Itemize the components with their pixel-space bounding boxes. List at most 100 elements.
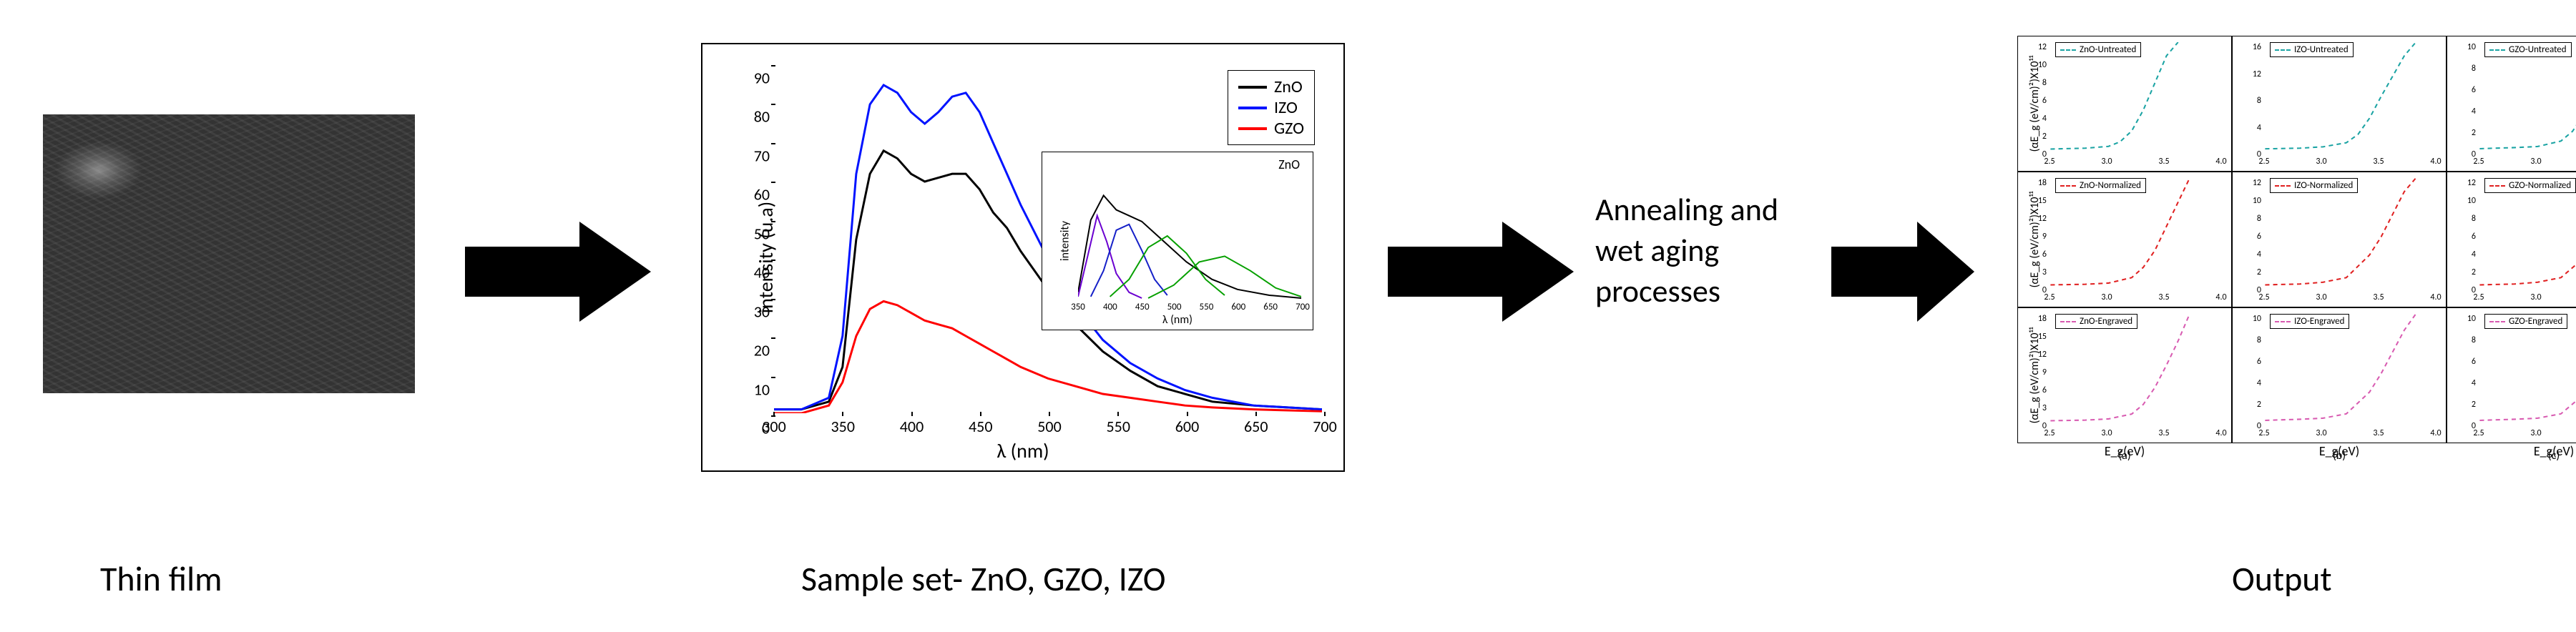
mini-xtick: 2.5 bbox=[2258, 428, 2269, 438]
mini-xtick: 3.0 bbox=[2101, 428, 2112, 438]
mini-xtick: 3.0 bbox=[2530, 292, 2541, 302]
mini-legend: ZnO-Engraved bbox=[2055, 314, 2137, 329]
mini-xtick: 2.5 bbox=[2044, 428, 2055, 438]
tauc-curve bbox=[2479, 314, 2576, 420]
mini-ytick: 18 bbox=[2021, 314, 2047, 324]
mini-chart-r1-c2: GZO-Normalized0246810122.53.03.54.0 bbox=[2447, 172, 2576, 307]
mini-xtick: 2.5 bbox=[2258, 292, 2269, 302]
mini-ytick: 10 bbox=[2235, 196, 2261, 206]
mini-xtick: 2.5 bbox=[2044, 157, 2055, 167]
mini-legend-swatch bbox=[2489, 49, 2505, 51]
inset-xtick: 350 bbox=[1071, 302, 1085, 312]
mini-legend: IZO-Normalized bbox=[2270, 178, 2358, 193]
tauc-curve bbox=[2050, 314, 2190, 420]
mini-xtick: 3.5 bbox=[2158, 157, 2169, 167]
mini-ytick: 2 bbox=[2235, 400, 2261, 410]
mini-chart-r2-c0: ZnO-Engraved03691215182.53.03.54.0(αE_g … bbox=[2017, 307, 2232, 443]
mini-ytick: 4 bbox=[2235, 250, 2261, 260]
mini-legend: ZnO-Normalized bbox=[2055, 178, 2146, 193]
mini-legend-swatch bbox=[2275, 185, 2291, 187]
mini-xtick: 3.0 bbox=[2101, 292, 2112, 302]
mini-xtick: 3.0 bbox=[2101, 157, 2112, 167]
mini-legend-label: IZO-Untreated bbox=[2294, 44, 2349, 55]
mini-ytick: 18 bbox=[2021, 178, 2047, 188]
mini-xtick: 3.0 bbox=[2530, 428, 2541, 438]
mini-xtick: 4.0 bbox=[2215, 292, 2226, 302]
mini-ytick: 2 bbox=[2450, 128, 2476, 138]
stage-output: ZnO-Untreated0246810122.53.03.54.0(αE_g … bbox=[2017, 36, 2576, 465]
mini-ytick: 4 bbox=[2450, 250, 2476, 260]
inset-xtick: 600 bbox=[1231, 302, 1245, 312]
legend-row-IZO: IZO bbox=[1238, 97, 1304, 118]
mini-chart-r2-c1: IZO-Engraved02468102.53.03.54.0(b) bbox=[2232, 307, 2447, 443]
mini-ytick: 10 bbox=[2450, 196, 2476, 206]
legend-swatch bbox=[1238, 127, 1267, 130]
caption-sample-set: Sample set- ZnO, GZO, IZO bbox=[801, 558, 1166, 600]
stage-sample-set: intensity (u.a) λ (nm) 01020304050607080… bbox=[701, 43, 1345, 472]
mini-ytick: 8 bbox=[2235, 96, 2261, 106]
mini-xtick: 3.5 bbox=[2158, 428, 2169, 438]
mini-legend: GZO-Normalized bbox=[2484, 178, 2576, 193]
grid-ylabel: (αE_g (eV/cm)²)X10¹¹ bbox=[2028, 192, 2042, 288]
mini-legend: IZO-Untreated bbox=[2270, 42, 2354, 57]
grid-col-sublabel: (c) bbox=[2548, 449, 2560, 463]
xtick: 300 bbox=[762, 417, 785, 436]
xtick: 600 bbox=[1175, 417, 1199, 436]
legend-row-ZnO: ZnO bbox=[1238, 76, 1304, 97]
inset-xtick: 500 bbox=[1167, 302, 1182, 312]
caption-output: Output bbox=[2232, 558, 2332, 600]
inset-peak-green2 bbox=[1148, 256, 1301, 298]
xtick: 650 bbox=[1244, 417, 1268, 436]
mini-ytick: 6 bbox=[2450, 85, 2476, 95]
mini-chart-r1-c0: ZnO-Normalized03691215182.53.03.54.0(αE_… bbox=[2017, 172, 2232, 307]
xtick: 550 bbox=[1107, 417, 1130, 436]
tauc-curve bbox=[2050, 42, 2178, 149]
process-label-l3: processes bbox=[1595, 271, 1778, 312]
mini-ytick: 0 bbox=[2235, 149, 2261, 159]
grid-col-sublabel: (b) bbox=[2333, 449, 2346, 463]
mini-xtick: 3.0 bbox=[2316, 157, 2326, 167]
mini-ytick: 4 bbox=[2235, 123, 2261, 133]
tauc-curve bbox=[2050, 178, 2190, 285]
mini-chart-r0-c0: ZnO-Untreated0246810122.53.03.54.0(αE_g … bbox=[2017, 36, 2232, 172]
inset-xtick: 650 bbox=[1263, 302, 1278, 312]
mini-legend-label: ZnO-Normalized bbox=[2080, 180, 2141, 191]
inset-peak-blue bbox=[1091, 224, 1167, 297]
mini-legend-swatch bbox=[2275, 321, 2291, 322]
mini-xtick: 4.0 bbox=[2430, 292, 2441, 302]
arrow-1 bbox=[465, 214, 651, 329]
mini-legend-swatch bbox=[2060, 49, 2076, 51]
arrow-3 bbox=[1831, 214, 1974, 329]
mini-legend-label: GZO-Engraved bbox=[2509, 316, 2562, 327]
mini-legend-swatch bbox=[2275, 49, 2291, 51]
legend-label: IZO bbox=[1274, 97, 1298, 118]
ytick: 70 bbox=[745, 146, 770, 165]
mini-ytick: 8 bbox=[2235, 214, 2261, 224]
mini-ytick: 10 bbox=[2450, 314, 2476, 324]
mini-xtick: 3.5 bbox=[2373, 292, 2384, 302]
spectrum-legend: ZnOIZOGZO bbox=[1228, 70, 1315, 145]
mini-chart-r0-c2: GZO-Untreated02468102.53.03.54.0 bbox=[2447, 36, 2576, 172]
mini-xtick: 4.0 bbox=[2430, 428, 2441, 438]
tauc-curve bbox=[2265, 42, 2416, 149]
mini-legend: GZO-Untreated bbox=[2484, 42, 2572, 57]
mini-legend-swatch bbox=[2489, 185, 2505, 187]
mini-legend: IZO-Engraved bbox=[2270, 314, 2349, 329]
xtick: 350 bbox=[831, 417, 855, 436]
legend-swatch bbox=[1238, 107, 1267, 109]
caption-thin-film: Thin film bbox=[100, 558, 222, 600]
mini-legend-swatch bbox=[2489, 321, 2505, 322]
mini-xtick: 3.0 bbox=[2316, 428, 2326, 438]
mini-ytick: 4 bbox=[2450, 378, 2476, 388]
mini-xtick: 4.0 bbox=[2215, 157, 2226, 167]
grid-ylabel: (αE_g (eV/cm)²)X10¹¹ bbox=[2028, 56, 2042, 152]
xtick: 400 bbox=[900, 417, 924, 436]
ytick: 40 bbox=[745, 263, 770, 282]
xtick: 500 bbox=[1037, 417, 1061, 436]
mini-ytick: 0 bbox=[2235, 421, 2261, 431]
inset-ylabel: intensity bbox=[1059, 221, 1072, 261]
mini-legend-label: GZO-Normalized bbox=[2509, 180, 2571, 191]
mini-legend: GZO-Engraved bbox=[2484, 314, 2567, 329]
mini-ytick: 2 bbox=[2450, 400, 2476, 410]
tauc-curve bbox=[2479, 42, 2576, 149]
